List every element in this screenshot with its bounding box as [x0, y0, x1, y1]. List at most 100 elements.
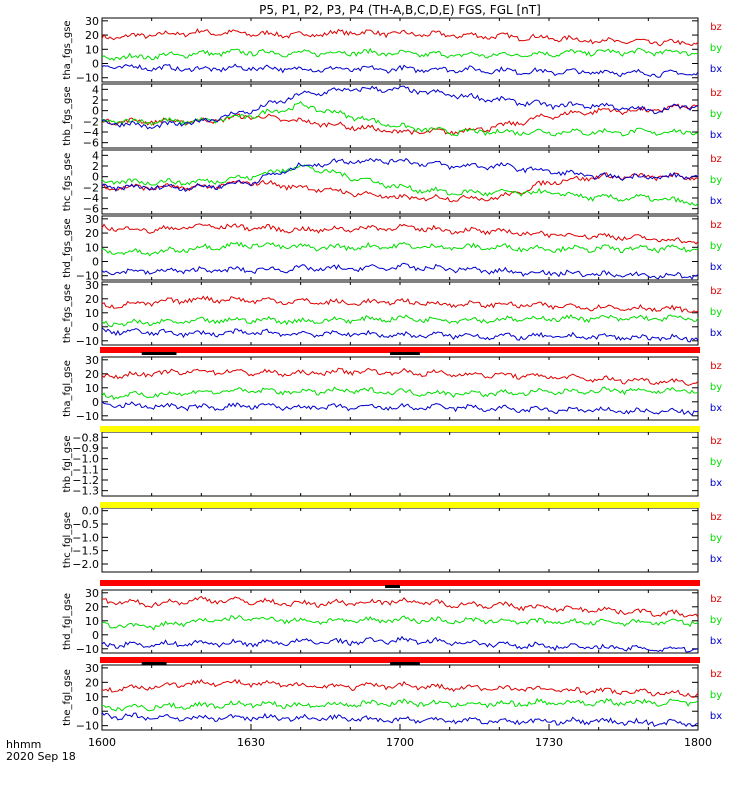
status-bar	[100, 580, 700, 586]
panel-thc_fgs_gse: 420−2−4−6 thc_fgs_gse bz by bx	[62, 149, 722, 215]
y-tick-label: 30	[85, 15, 99, 28]
status-bar	[100, 502, 700, 508]
legend-by: by	[710, 382, 722, 393]
y-tick-label: 4	[92, 83, 99, 96]
y-tick-label: 4	[92, 149, 99, 162]
y-tick-label: −10	[76, 643, 99, 656]
series-bx-tha_fgl_gse	[101, 400, 699, 417]
series-bz-the_fgl_gse	[101, 678, 699, 698]
legend-bx: bx	[710, 711, 722, 722]
y-tick-label: 20	[85, 29, 99, 42]
legend-bz: bz	[710, 512, 722, 523]
legend-bz: bz	[710, 669, 722, 680]
y-axis-label: thd_fgl_gse	[62, 593, 73, 650]
legend-by: by	[710, 109, 722, 120]
series-bz-thc_fgs_gse	[101, 172, 699, 203]
series-bz-the_fgs_gse	[101, 295, 699, 313]
series-bx-thd_fgl_gse	[101, 635, 699, 653]
panel-frame	[101, 431, 699, 497]
y-tick-label: −4	[83, 192, 99, 205]
legend-bz: bz	[710, 436, 722, 447]
series-bz-tha_fgs_gse	[101, 28, 699, 47]
status-bar-segment	[141, 352, 177, 355]
status-bar-segment	[385, 585, 400, 588]
panel-frame	[101, 215, 699, 281]
y-tick-label: 10	[85, 382, 99, 395]
y-tick-label: 30	[85, 279, 99, 292]
y-tick-label: −2	[83, 181, 99, 194]
series-bx-thd_fgs_gse	[101, 262, 699, 280]
x-tick-label: 1630	[237, 736, 265, 749]
series-bz-thd_fgl_gse	[101, 595, 699, 618]
y-tick-label: −10	[76, 72, 99, 85]
panel-frame	[101, 664, 699, 731]
y-axis-label: the_fgl_gse	[62, 669, 73, 726]
series-by-thd_fgs_gse	[101, 241, 699, 257]
y-tick-label: −1.3	[72, 485, 99, 498]
y-tick-label: 30	[85, 662, 99, 675]
series-by-tha_fgl_gse	[101, 386, 699, 401]
series-by-the_fgs_gse	[101, 313, 699, 328]
y-tick-label: 2	[92, 94, 99, 107]
y-tick-label: −0.8	[72, 431, 99, 444]
y-tick-label: 0	[92, 256, 99, 269]
legend-bx: bx	[710, 196, 722, 207]
status-bar-segment	[390, 662, 420, 665]
legend-bz: bz	[710, 594, 722, 605]
series-by-thc_fgs_gse	[101, 164, 699, 207]
legend-bx: bx	[710, 328, 722, 339]
legend-bz: bz	[710, 286, 722, 297]
series-bz-thb_fgs_gse	[101, 103, 699, 136]
series-bx-thb_fgs_gse	[101, 85, 699, 130]
panel-thb_fgs_gse: 420−2−4−6 thb_fgs_gse bz by bx	[62, 83, 722, 149]
legend-by: by	[710, 307, 722, 318]
y-tick-label: 20	[85, 601, 99, 614]
time-axis-label: hhmm	[6, 738, 41, 751]
y-tick-label: −10	[76, 720, 99, 733]
y-tick-label: 0	[92, 705, 99, 718]
legend-bz: bz	[710, 22, 722, 33]
y-tick-label: 0	[92, 629, 99, 642]
series-bx-thc_fgs_gse	[101, 157, 699, 193]
y-tick-label: −10	[76, 335, 99, 348]
panel-frame	[101, 83, 699, 149]
y-tick-label: 0	[92, 171, 99, 184]
legend-by: by	[710, 43, 722, 54]
series-bz-tha_fgl_gse	[101, 367, 699, 386]
y-tick-label: 30	[85, 587, 99, 600]
y-axis-label: thb_fgl_gse	[62, 436, 73, 493]
legend-by: by	[710, 533, 722, 544]
y-axis-label: thc_fgl_gse	[62, 512, 73, 568]
status-bar	[100, 657, 700, 663]
legend-bx: bx	[710, 636, 722, 647]
y-tick-label: 0	[92, 58, 99, 71]
legend-by: by	[710, 690, 722, 701]
y-tick-label: −6	[83, 137, 99, 150]
y-tick-label: 10	[85, 615, 99, 628]
y-tick-label: 10	[85, 307, 99, 320]
status-bar-segment	[141, 662, 167, 665]
y-axis-label: thc_fgs_gse	[62, 153, 73, 212]
y-tick-label: 0.0	[82, 505, 100, 518]
series-by-thd_fgl_gse	[101, 614, 699, 631]
y-tick-label: −1.0	[72, 453, 99, 466]
y-tick-label: −4	[83, 126, 99, 139]
y-tick-label: 10	[85, 241, 99, 254]
y-tick-label: 20	[85, 293, 99, 306]
series-by-thb_fgs_gse	[101, 100, 699, 137]
x-tick-label: 1600	[88, 736, 116, 749]
legend-bx: bx	[710, 64, 722, 75]
series-bz-thd_fgs_gse	[101, 223, 699, 245]
x-tick-label: 1800	[684, 736, 712, 749]
y-tick-label: −1.5	[72, 545, 99, 558]
y-axis-label: tha_fgl_gse	[62, 360, 73, 417]
status-bar	[100, 426, 700, 432]
series-bx-the_fgs_gse	[101, 327, 699, 343]
status-bar	[100, 347, 700, 353]
legend-bx: bx	[710, 403, 722, 414]
